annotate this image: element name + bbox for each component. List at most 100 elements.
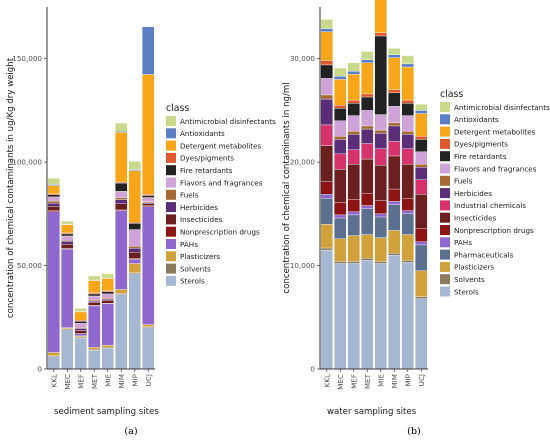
panel-b-bar-mim-fuels [388, 122, 401, 127]
panel-b-bar-mie-industrial-chemicals [374, 148, 388, 166]
panel-b-bar-mim-flavors-and-fragrances [388, 106, 401, 124]
panel-a-bar-ucj-detergent-metabolites [142, 74, 155, 195]
panel-b-bar-mim-plasticizers [388, 230, 401, 254]
panel-b-bar-mie-plasticizers [374, 237, 388, 262]
panel-a-y-axis: 0 50,000 100,000 150,000 [12, 7, 48, 374]
panel-b-bar-mec-herbicides [334, 139, 347, 155]
panel-b-bar-mim-antimicrobial-disinfectants [388, 48, 401, 55]
panel-b-bar-ucj-antimicrobial-disinfectants [415, 104, 428, 111]
panel-b-bar-mef-antioxidants [347, 70, 361, 75]
panel-a-bar-met-sterols [87, 350, 101, 370]
panel-b-bar-mie-dyes-pigments [374, 32, 388, 37]
panel-b-bar-kkl-antimicrobial-disinfectants [320, 19, 334, 29]
panel-a-bar-kkl-antimicrobial-disinfectants [47, 178, 60, 185]
panel-a-bar-mec-insecticides [60, 244, 74, 249]
panel-b-x-tick-label-mim: MIM [390, 374, 399, 389]
panel-b-bar-ucj-herbicides [415, 167, 428, 180]
panel-a-bar-mim-pahs [114, 210, 128, 290]
panel-b-legend-swatch-plasticizers [440, 261, 450, 272]
panel-a-bar-mie-sterols [101, 348, 114, 370]
panel-a-bar-ucj-fire-retardants [142, 195, 155, 198]
panel-b-bar-mef-plasticizers [347, 235, 361, 262]
panel-b-bar-met-herbicides [361, 128, 374, 144]
panel-a-legend-swatch-nonprescription-drugs [166, 226, 176, 237]
panel-a-bar-mie-pahs [101, 303, 114, 346]
panel-b-bar-mef-dyes-pigments [347, 99, 361, 104]
panel-b-bar-mec-pharmaceuticals [334, 217, 347, 239]
panel-a-label: (a) [124, 426, 137, 437]
panel-b-x-axis: KKL MEC MEF MET MIE MIM MIP UCJ [320, 368, 428, 390]
panel-a-bar-kkl-fuels [47, 200, 60, 204]
panel-a-x-tick-label-ucj: UCJ [144, 374, 153, 386]
panel-a-legend-swatch-flavors-and-fragrances [166, 177, 176, 188]
panel-b-bar-met-pahs [361, 205, 374, 209]
panel-b-legend-label-industrial-chemicals: Industrial chemicals [454, 201, 526, 210]
panel-b-y-axis-title: concentration of chemical contaminants i… [282, 82, 292, 293]
panel-b-bar-mef-insecticides [347, 164, 361, 200]
panel-b-bar-mef-fire-retardants [347, 103, 361, 116]
panel-b-y-axis: 0 10,000 20,000 30,000 [290, 7, 321, 374]
panel-a-x-tick-label-mec: MEC [63, 374, 72, 390]
panel-b-bar-mip-herbicides [401, 134, 415, 149]
panel-b-bar-mec-plasticizers [334, 238, 347, 262]
panel-b-bar-mef-industrial-chemicals [347, 149, 361, 165]
panel-b-legend-label-detergent-metabolites: Detergent metabolites [454, 127, 536, 136]
panel-b-bar-mec-antimicrobial-disinfectants [334, 67, 347, 77]
panel-a-bar-mip-insecticides [128, 252, 142, 259]
panel-a-legend-swatch-plasticizers [166, 251, 176, 262]
panel-a-bar-mie-plasticizers [101, 345, 114, 348]
panel-a-bar-kkl-detergent-metabolites [47, 185, 60, 194]
panel-a-bar-mim-plasticizers [114, 289, 128, 294]
panel-a-y-axis-title: concentration of chemical contaminants i… [6, 57, 16, 318]
panel-a-x-axis: KKL MEC MEF MET MIE MIM MIP UCJ [47, 368, 155, 390]
panel-b-bar-kkl-sterols [320, 249, 334, 370]
panel-a-legend-label-nonprescription-drugs: Nonprescription drugs [180, 228, 260, 237]
panel-b-bar-met-detergent-metabolites [361, 62, 374, 95]
panel-a-bar-ucj-antioxidants [142, 26, 155, 75]
panel-b-legend-swatch-fuels [440, 175, 450, 186]
panel-a-y-tick-label: 0 [37, 365, 42, 374]
panel-b-bar-kkl-flavors-and-fragrances [320, 78, 334, 96]
panel-b-legend-swatch-fire-retardants [440, 151, 450, 162]
panel-a-legend-label-flavors-and-fragrances: Flavors and fragrances [180, 178, 263, 187]
panel-b-bar-mec-detergent-metabolites [334, 79, 347, 106]
panel-b-bar-mie-nonprescription-drugs [374, 200, 388, 215]
panel-a-bar-mie-antimicrobial-disinfectants [101, 273, 114, 279]
panel-a-legend-swatch-antimicrobial-disinfectants [166, 116, 176, 126]
panel-b-bar-kkl-solvents [320, 247, 334, 251]
panel-a-bar-mip-plasticizers [128, 263, 142, 273]
panel-b-legend-swatch-nonprescription-drugs [440, 225, 450, 235]
panel-a-bar-ucj-sterols [142, 327, 155, 370]
panel-a-legend-label-antimicrobial-disinfectants: Antimicrobial disinfectants [180, 117, 276, 126]
panel-a-legend-swatch-pahs [166, 239, 176, 249]
panel-b-bar-met-antioxidants [361, 59, 374, 64]
panel-a-bar-mim-sterols [114, 294, 128, 370]
panel-b-bar-mim-pahs [388, 201, 401, 205]
panel-b-bar-mie-fire-retardants [374, 35, 388, 115]
panel-b-legend-swatch-antioxidants [440, 114, 450, 125]
panel-a-bar-mip-herbicides [128, 248, 142, 253]
panel-b-y-tick-label: 20,000 [290, 158, 316, 167]
panel-a-bar-mef-antimicrobial-disinfectants [74, 308, 87, 312]
panel-b-bar-mef-detergent-metabolites [347, 74, 361, 101]
panel-a-legend-title: class [166, 103, 189, 114]
panel-b-legend-label-antimicrobial-disinfectants: Antimicrobial disinfectants [454, 103, 550, 112]
panel-b-bar-kkl-dyes-pigments [320, 60, 334, 66]
panel-a-bar-kkl-sterols [47, 356, 60, 370]
panel-b-legend-label-dyes-pigments: Dyes/pigments [454, 140, 508, 149]
panel-a-bar-mec-flavors-and-fragrances [60, 235, 74, 241]
panel-b-x-tick-label-met: MET [363, 373, 372, 389]
panel-b-bar-met-nonprescription-drugs [361, 192, 374, 206]
panel-b-bar-mie-detergent-metabolites [374, 0, 388, 34]
panel-b-legend-swatch-dyes-pigments [440, 138, 450, 149]
panel-b-bar-mec-nonprescription-drugs [334, 202, 347, 216]
panel-a-bar-mip-detergent-metabolites [128, 170, 142, 223]
panel-b-legend-label-pharmaceuticals: Pharmaceuticals [454, 250, 514, 259]
panel-b-bar-met-solvents [361, 258, 374, 261]
panel-a-y-tick-label: 50,000 [17, 261, 43, 270]
panel-a-legend-swatch-detergent-metabolites [166, 140, 176, 151]
panel-a-sediment-chart: concentration of chemical contaminants i… [6, 7, 276, 437]
panel-b-bar-ucj-insecticides [415, 194, 428, 229]
panel-b-x-tick-label-mie: MIE [376, 374, 385, 387]
panel-a-legend-label-insecticides: Insecticides [180, 215, 223, 224]
